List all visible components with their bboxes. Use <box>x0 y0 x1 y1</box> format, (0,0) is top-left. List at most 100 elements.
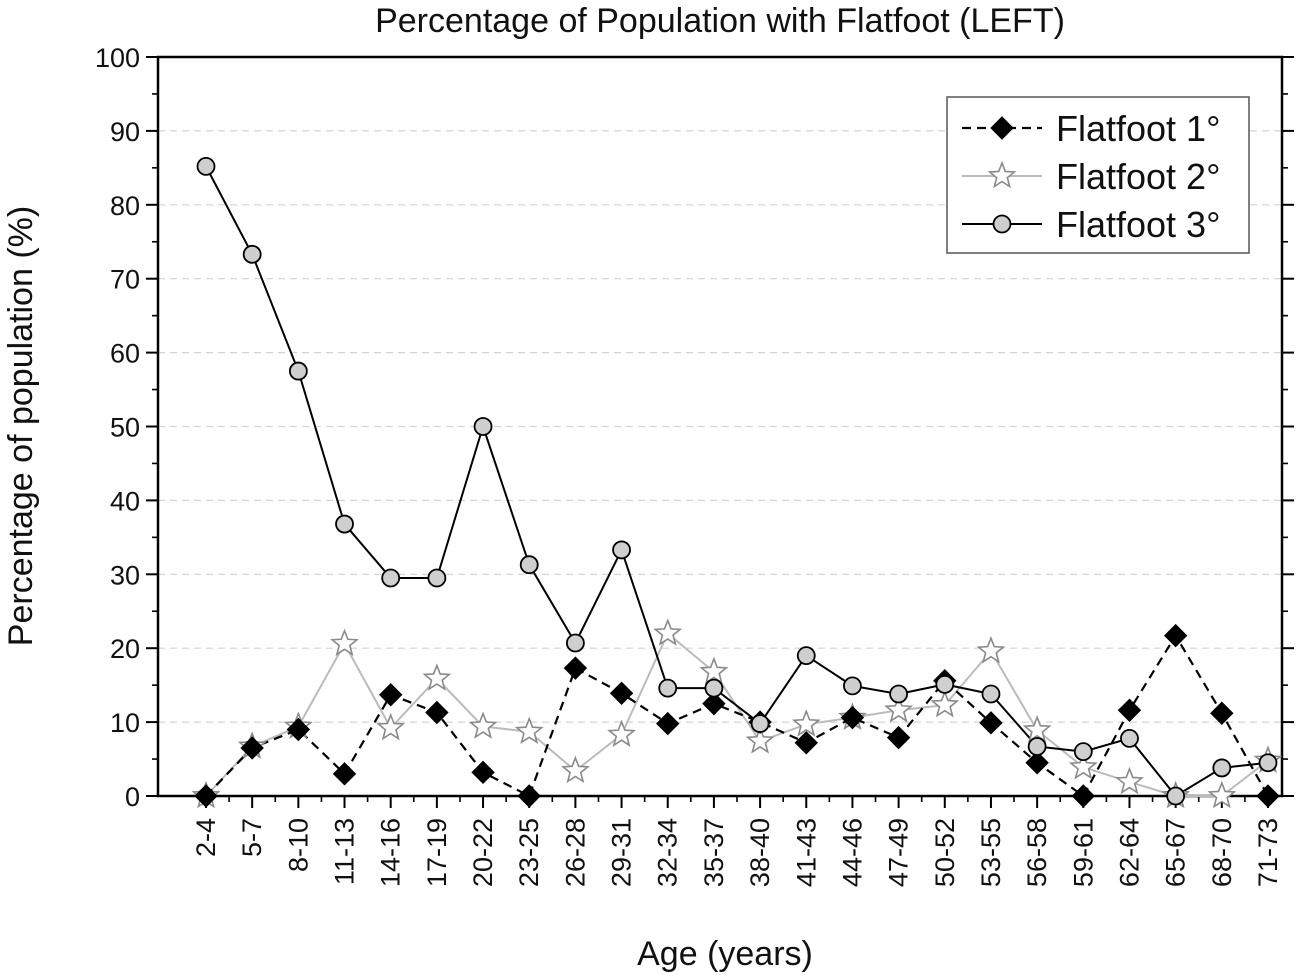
x-tick-label: 47-49 <box>884 818 914 887</box>
data-point-flatfoot-1-26-28 <box>563 656 588 680</box>
x-tick-label: 29-31 <box>607 818 637 887</box>
y-tick-label: 30 <box>110 560 140 590</box>
data-point-flatfoot-3-71-73 <box>1258 753 1278 773</box>
y-tick-label: 0 <box>125 782 140 812</box>
data-point-flatfoot-3-41-43 <box>796 646 816 665</box>
data-point-flatfoot-2-11-13 <box>330 628 359 657</box>
data-point-flatfoot-2-62-64 <box>1115 766 1144 795</box>
data-point-flatfoot-1-62-64 <box>1117 698 1142 722</box>
chart-title: Percentage of Population with Flatfoot (… <box>375 2 1065 40</box>
data-point-flatfoot-1-8-10 <box>286 717 311 742</box>
data-point-flatfoot-1-5-7 <box>240 736 264 760</box>
data-point-flatfoot-1-59-61 <box>1071 784 1096 808</box>
y-tick-label: 20 <box>110 634 140 664</box>
data-point-flatfoot-3-50-52 <box>935 675 955 694</box>
y-tick-label: 10 <box>110 708 140 738</box>
series-line-flatfoot-1 <box>205 634 1269 798</box>
y-tick-label: 70 <box>110 265 140 295</box>
x-axis: 2-4 5-7 8-10 11-13 14-16 17-19 20-22 23-25 26-28… <box>191 796 1283 887</box>
x-tick-label: 23-25 <box>514 818 544 887</box>
x-tick-label: 68-70 <box>1207 818 1237 887</box>
data-point-flatfoot-3-35-37 <box>704 678 724 698</box>
data-point-flatfoot-1-20-22 <box>471 760 495 785</box>
x-tick-label: 65-67 <box>1161 818 1191 887</box>
data-point-flatfoot-3-47-49 <box>889 684 909 704</box>
x-tick-label: 20-22 <box>468 818 498 887</box>
x-tick-label: 35-37 <box>699 818 729 887</box>
data-point-flatfoot-3-14-16 <box>381 568 401 588</box>
data-point-flatfoot-3-68-70 <box>1212 758 1232 778</box>
data-point-flatfoot-3-8-10 <box>288 361 308 381</box>
data-point-flatfoot-2-20-22 <box>468 711 498 739</box>
legend: Flatfoot 1° Flatfoot 2° Flatfoot 3° <box>946 96 1250 254</box>
data-point-flatfoot-1-53-55 <box>979 711 1003 735</box>
data-point-flatfoot-3-2-4 <box>196 156 216 176</box>
x-tick-label: 59-61 <box>1068 818 1098 887</box>
data-point-flatfoot-3-59-61 <box>1073 742 1093 762</box>
data-point-flatfoot-2-29-31 <box>607 719 637 747</box>
y-axis: 0 10 20 30 40 50 60 70 80 90 100 <box>95 43 1294 812</box>
x-tick-label: 32-34 <box>653 818 683 887</box>
data-point-flatfoot-2-53-55 <box>976 635 1006 664</box>
data-point-flatfoot-3-17-19 <box>427 568 447 588</box>
data-point-flatfoot-1-71-73 <box>1256 784 1280 808</box>
data-point-flatfoot-3-56-58 <box>1027 737 1047 756</box>
y-tick-label: 40 <box>110 486 140 516</box>
y-tick-label: 80 <box>110 191 140 221</box>
x-axis-label: Age (years) <box>637 935 813 973</box>
x-tick-label: 38-40 <box>745 818 775 887</box>
x-tick-label: 26-28 <box>560 818 590 887</box>
data-point-flatfoot-1-47-49 <box>886 725 911 750</box>
data-point-flatfoot-2-56-58 <box>1022 715 1052 743</box>
data-point-flatfoot-1-32-34 <box>656 711 680 736</box>
data-point-flatfoot-1-2-4 <box>194 784 218 808</box>
y-axis-label: Percentage of population (%) <box>2 206 40 646</box>
data-point-flatfoot-1-17-19 <box>425 700 449 725</box>
data-point-flatfoot-1-56-58 <box>1025 751 1049 775</box>
data-point-flatfoot-2-23-25 <box>514 716 544 745</box>
data-point-flatfoot-3-44-46 <box>843 676 862 696</box>
data-point-flatfoot-3-65-67 <box>1166 786 1186 806</box>
data-point-flatfoot-3-23-25 <box>519 555 539 575</box>
data-point-flatfoot-2-38-40 <box>745 726 775 754</box>
data-point-flatfoot-1-14-16 <box>378 683 403 707</box>
series-markers-flatfoot-2 <box>191 618 1283 809</box>
series-markers-flatfoot-1 <box>194 623 1280 808</box>
y-tick-label: 60 <box>110 339 140 369</box>
legend-marker-flatfoot-2 <box>987 160 1017 189</box>
data-point-flatfoot-1-23-25 <box>517 784 541 808</box>
data-point-flatfoot-2-32-34 <box>653 618 683 646</box>
x-tick-label: 14-16 <box>376 818 406 887</box>
x-tick-label: 11-13 <box>330 818 360 885</box>
legend-label-flatfoot-1: Flatfoot 1° <box>1056 108 1220 149</box>
data-point-flatfoot-1-29-31 <box>609 681 634 705</box>
x-tick-label: 56-58 <box>1022 818 1052 887</box>
x-tick-label: 5-7 <box>237 818 267 857</box>
x-tick-label: 44-46 <box>837 818 867 887</box>
x-tick-label: 41-43 <box>791 818 821 887</box>
data-point-flatfoot-1-41-43 <box>794 731 818 755</box>
data-point-flatfoot-2-50-52 <box>930 689 960 718</box>
series-group <box>191 156 1283 809</box>
y-tick-label: 90 <box>110 117 140 147</box>
x-tick-label: 17-19 <box>422 818 452 887</box>
x-tick-label: 53-55 <box>976 818 1006 887</box>
data-point-flatfoot-2-47-49 <box>884 695 914 723</box>
data-point-flatfoot-3-32-34 <box>658 678 678 698</box>
data-point-flatfoot-1-35-37 <box>702 691 726 716</box>
data-point-flatfoot-1-68-70 <box>1210 701 1234 725</box>
legend-label-flatfoot-2: Flatfoot 2° <box>1056 156 1220 197</box>
data-point-flatfoot-2-41-43 <box>791 709 821 737</box>
data-point-flatfoot-2-17-19 <box>422 663 452 691</box>
legend-marker-flatfoot-1 <box>990 116 1014 140</box>
data-point-flatfoot-3-11-13 <box>335 514 354 534</box>
y-tick-label: 100 <box>95 43 140 73</box>
series-line-flatfoot-2 <box>205 632 1269 797</box>
x-tick-label: 2-4 <box>191 818 221 857</box>
x-tick-label: 71-73 <box>1253 818 1283 887</box>
data-point-flatfoot-1-11-13 <box>332 762 357 786</box>
data-point-flatfoot-3-62-64 <box>1120 728 1139 748</box>
legend-label-flatfoot-3: Flatfoot 3° <box>1056 204 1220 245</box>
data-point-flatfoot-1-44-46 <box>840 705 865 730</box>
data-point-flatfoot-3-38-40 <box>750 714 770 733</box>
